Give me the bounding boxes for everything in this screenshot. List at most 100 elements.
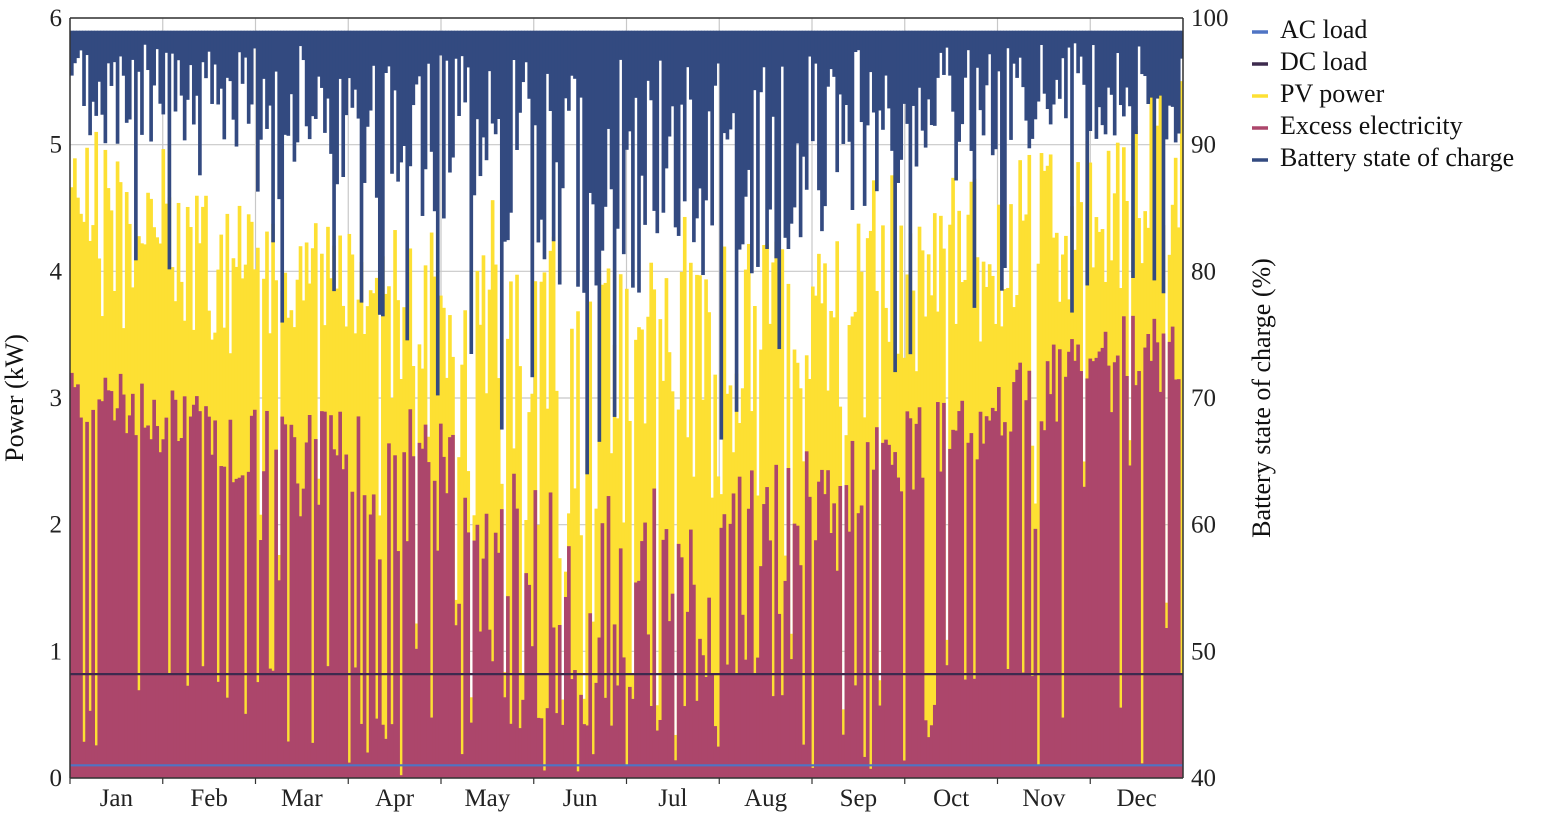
excess-electricity-bar: [179, 438, 184, 778]
battery-soc-bar: [243, 30, 248, 58]
excess-electricity-bar: [359, 723, 364, 778]
pv-power-bar: [862, 417, 867, 778]
excess-electricity-bar: [457, 603, 461, 778]
excess-electricity-bar: [420, 448, 425, 778]
battery-soc-bar: [807, 30, 812, 57]
battery-soc-bar: [847, 30, 852, 142]
pv-power-bar: [716, 476, 721, 778]
battery-soc-bar: [1070, 30, 1074, 313]
battery-soc-bar: [515, 30, 519, 150]
battery-soc-bar: [423, 30, 428, 170]
excess-electricity-bar: [704, 676, 708, 778]
battery-soc-bar: [490, 30, 495, 124]
battery-soc-bar: [176, 30, 181, 61]
excess-electricity-bar: [76, 384, 80, 778]
battery-soc-bar: [1039, 30, 1044, 45]
excess-electricity-bar: [945, 665, 949, 778]
battery-soc-bar: [179, 30, 184, 96]
excess-electricity-bar: [646, 634, 650, 778]
pv-power-bar: [725, 393, 730, 778]
y-tick-label-left: 4: [50, 258, 63, 285]
excess-electricity-bar: [323, 411, 327, 778]
battery-soc-bar: [597, 30, 602, 442]
pv-power-bar: [509, 281, 513, 778]
pv-power-bar: [929, 295, 934, 778]
excess-electricity-bar: [753, 673, 757, 778]
excess-electricity-bar: [130, 393, 135, 778]
pv-power-bar: [932, 213, 937, 778]
excess-electricity-bar: [987, 420, 992, 778]
excess-electricity-bar: [496, 552, 501, 778]
pv-power-bar: [695, 274, 699, 778]
battery-soc-bar: [94, 30, 99, 116]
excess-electricity-bar: [201, 666, 205, 778]
excess-electricity-bar: [435, 550, 440, 778]
battery-soc-bar: [469, 30, 474, 355]
battery-soc-bar: [256, 30, 260, 192]
excess-electricity-bar: [814, 540, 818, 778]
battery-soc-bar: [411, 30, 416, 106]
battery-soc-bar: [1000, 30, 1004, 291]
excess-electricity-bar: [844, 485, 849, 778]
battery-soc-bar: [182, 30, 187, 141]
pv-power-bar: [591, 621, 596, 778]
battery-soc-bar: [207, 30, 211, 52]
pv-power-bar: [646, 316, 650, 778]
battery-soc-bar: [926, 30, 931, 100]
pv-power-bar: [756, 495, 760, 778]
excess-electricity-bar: [240, 475, 245, 778]
battery-soc-bar: [100, 30, 105, 115]
battery-soc-bar: [823, 30, 827, 207]
excess-electricity-bar: [771, 696, 775, 778]
battery-soc-bar: [130, 30, 135, 60]
battery-soc-bar: [512, 30, 516, 61]
excess-electricity-bar: [222, 466, 227, 778]
excess-electricity-bar: [725, 664, 730, 778]
excess-electricity-bar: [923, 720, 928, 778]
excess-electricity-bar: [1149, 360, 1154, 778]
pv-power-bar: [722, 246, 727, 778]
y-tick-label-left: 0: [50, 765, 63, 792]
battery-soc-bar: [1146, 30, 1151, 105]
battery-soc-bar: [908, 30, 913, 355]
excess-electricity-bar: [271, 670, 275, 778]
battery-soc-bar: [268, 30, 272, 106]
battery-soc-bar: [307, 30, 312, 140]
battery-soc-bar: [1122, 30, 1126, 117]
excess-electricity-bar: [438, 423, 443, 778]
excess-electricity-bar: [621, 657, 626, 778]
battery-soc-bar: [716, 30, 721, 64]
excess-electricity-bar: [402, 452, 407, 778]
battery-soc-bar: [432, 30, 437, 212]
pv-power-bar: [597, 272, 602, 778]
battery-soc-bar: [856, 30, 861, 51]
excess-electricity-bar: [899, 491, 904, 778]
excess-electricity-bar: [634, 582, 638, 778]
y-tick-label-left: 3: [50, 385, 63, 412]
excess-electricity-bar: [167, 674, 172, 778]
battery-soc-bar: [1137, 30, 1141, 47]
excess-electricity-bar: [926, 737, 931, 778]
right-y-axis: 40 50 60 70 80 90 100: [1191, 5, 1229, 792]
excess-electricity-bar: [79, 417, 83, 778]
excess-electricity-bar: [85, 421, 89, 778]
battery-soc-bar: [265, 30, 269, 129]
battery-soc-bar: [152, 30, 156, 86]
battery-soc-bar: [438, 30, 443, 56]
battery-soc-bar: [1006, 30, 1010, 49]
x-tick-label: Sep: [840, 785, 878, 812]
excess-electricity-bar: [658, 719, 663, 778]
excess-electricity-bar: [643, 522, 647, 778]
excess-electricity-bar: [984, 416, 989, 778]
battery-soc-bar: [524, 30, 528, 63]
battery-soc-bar: [1064, 30, 1068, 119]
battery-soc-bar: [277, 30, 282, 200]
excess-electricity-bar: [454, 625, 458, 778]
battery-soc-bar: [542, 30, 547, 260]
battery-soc-bar: [335, 30, 339, 185]
battery-soc-bar: [246, 30, 251, 124]
battery-soc-bar: [698, 30, 702, 189]
excess-electricity-bar: [875, 427, 879, 778]
excess-electricity-bar: [905, 411, 910, 778]
excess-electricity-bar: [759, 566, 763, 778]
